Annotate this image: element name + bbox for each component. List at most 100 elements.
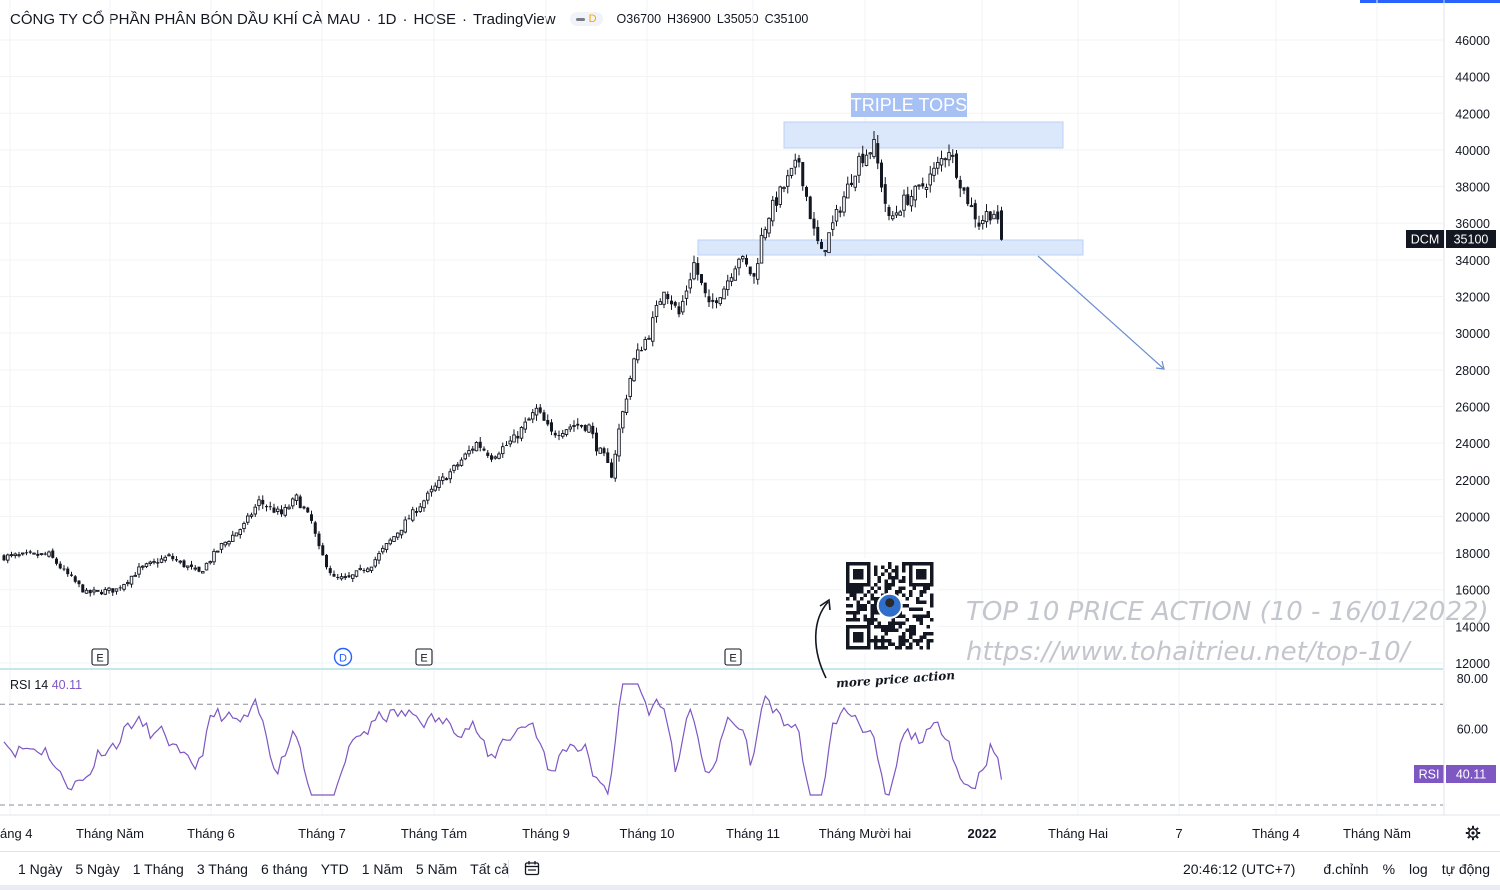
time-axis[interactable]: áng 4 Tháng Năm Tháng 6 Tháng 7 Tháng Tám Thá…: [0, 0, 1500, 841]
candle: [508, 436, 513, 448]
rsi-title[interactable]: RSI 14 40.11: [10, 678, 82, 692]
candle: [838, 206, 842, 218]
y-tick-label: 36000: [1455, 217, 1490, 231]
y-tick-label: 30000: [1455, 327, 1490, 341]
gear-icon[interactable]: [1465, 825, 1481, 841]
curved-arrow: [814, 601, 829, 679]
candle: [789, 167, 794, 179]
annotation-label[interactable]: TRIPLE TOPS: [851, 95, 967, 115]
candle: [523, 417, 528, 433]
candle: [797, 154, 801, 168]
candle: [977, 215, 981, 231]
candle: [688, 272, 693, 294]
candle: [748, 266, 752, 276]
candle: [328, 565, 332, 576]
svg-text:E: E: [420, 653, 427, 665]
candle: [317, 531, 321, 550]
log-toggle[interactable]: log: [1409, 861, 1428, 877]
rsi-pane: RSI 14 40.11 80.00 60.00 RSI 40.11: [0, 672, 1496, 806]
candle: [272, 503, 276, 514]
range-button[interactable]: 5 Năm: [415, 861, 458, 877]
candle: [493, 455, 498, 460]
candle: [984, 204, 989, 228]
candle: [943, 157, 948, 168]
qr-caption: more price action: [836, 668, 956, 690]
candle: [906, 186, 910, 207]
footer-toolbar: 1 Ngày 5 Ngày 1 Tháng 3 Tháng 6 tháng YTD 1 Nă…: [0, 851, 1500, 886]
candle: [786, 169, 790, 194]
candle: [654, 300, 659, 323]
candle: [827, 232, 831, 254]
candle: [276, 506, 280, 515]
market-status-pill[interactable]: D: [569, 12, 603, 26]
earnings-marker[interactable]: E: [724, 648, 742, 666]
candle: [501, 442, 505, 458]
candle: [418, 502, 423, 513]
rsi-line[interactable]: [3, 683, 1003, 796]
candle: [70, 571, 73, 577]
adjust-toggle[interactable]: đ.chỉnh: [1323, 861, 1369, 877]
y-tick-label: 32000: [1455, 291, 1490, 305]
candle: [215, 550, 220, 553]
earnings-marker[interactable]: E: [415, 648, 433, 666]
symbol-name[interactable]: CÔNG TY CỔ PHẦN PHÂN BÓN DẦU KHÍ CÀ MAU: [10, 10, 361, 28]
range-button[interactable]: YTD: [320, 861, 349, 877]
percent-toggle[interactable]: %: [1382, 861, 1396, 877]
candle: [969, 197, 974, 208]
candle: [846, 176, 850, 199]
candle: [384, 543, 389, 553]
candle: [73, 575, 77, 584]
candle: [5, 553, 10, 564]
price-axis[interactable]: 46000 44000 42000 40000 38000 36000 34000 32000…: [1455, 34, 1490, 671]
y-tick-label: 38000: [1455, 181, 1490, 195]
calendar-icon[interactable]: [524, 860, 540, 876]
chart-header: CÔNG TY CỔ PHẦN PHÂN BÓN DẦU KHÍ CÀ MAU …: [10, 10, 809, 28]
y-tick-label: 42000: [1455, 107, 1490, 121]
range-button[interactable]: 3 Tháng: [196, 861, 248, 877]
range-button[interactable]: 1 Năm: [361, 861, 403, 877]
projection-arrow[interactable]: [1037, 255, 1165, 370]
dividend-marker[interactable]: D: [333, 647, 353, 667]
candle: [204, 562, 209, 571]
range-buttons: 1 Ngày 5 Ngày 1 Tháng 3 Tháng 6 tháng YTD 1 Nă…: [18, 861, 509, 877]
candle: [182, 559, 186, 568]
range-button[interactable]: Tất cả: [470, 861, 510, 877]
watermark-url[interactable]: https://www.tohaitrieu.net/top-10/: [966, 637, 1410, 667]
clock-label[interactable]: 20:46:12 (UTC+7): [1182, 861, 1296, 877]
pattern-zones: TRIPLE TOPS: [697, 93, 1165, 370]
candle: [287, 504, 291, 510]
candle: [624, 394, 629, 416]
candle: [640, 346, 643, 352]
candle: [197, 566, 201, 573]
candle: [992, 210, 996, 220]
candle: [557, 430, 561, 441]
range-button[interactable]: 1 Ngày: [18, 861, 63, 877]
auto-toggle[interactable]: tự động: [1441, 861, 1490, 877]
candle: [28, 549, 32, 555]
candle: [505, 441, 508, 446]
candle: [595, 427, 598, 456]
range-button[interactable]: 1 Tháng: [132, 861, 184, 877]
candle: [729, 273, 734, 287]
interval-label[interactable]: 1D: [377, 10, 397, 28]
range-button[interactable]: 6 tháng: [260, 861, 308, 877]
candle: [156, 558, 160, 568]
candle: [568, 424, 573, 433]
candle: [591, 422, 595, 439]
price-chart[interactable]: TRIPLE TOPS 46000 44000 42000 40000 38000 360…: [0, 0, 1500, 850]
candle: [426, 490, 430, 505]
top-zone[interactable]: [783, 121, 1064, 149]
candle: [437, 476, 441, 491]
candle: [902, 189, 906, 218]
y-tick-label: 34000: [1455, 254, 1490, 268]
candle: [84, 587, 89, 594]
candle: [955, 149, 958, 180]
candle: [497, 451, 501, 460]
candle: [576, 418, 580, 430]
neckline-zone[interactable]: [697, 239, 1084, 256]
rsi-tick-label: 80.00: [1457, 672, 1488, 686]
ohlc-high: H36900: [667, 12, 711, 26]
earnings-marker[interactable]: E: [91, 648, 109, 666]
x-tick-label: Tháng 7: [298, 826, 346, 841]
range-button[interactable]: 5 Ngày: [75, 861, 120, 877]
